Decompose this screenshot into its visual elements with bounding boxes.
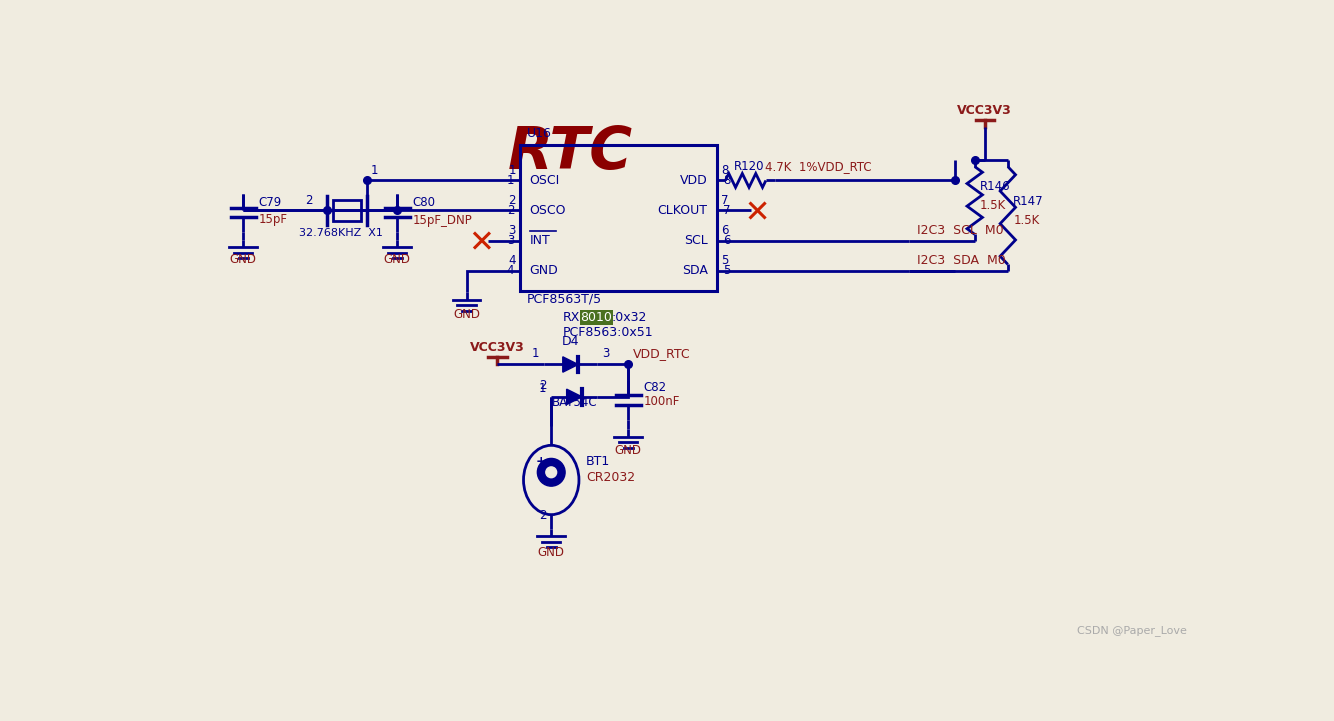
Text: 4: 4 — [508, 254, 516, 267]
Text: 7: 7 — [723, 204, 731, 217]
Text: 1.5K: 1.5K — [1014, 214, 1039, 227]
Text: 6: 6 — [723, 234, 731, 247]
Text: 1: 1 — [507, 174, 515, 187]
Text: 3: 3 — [508, 224, 516, 236]
Text: BAT54C: BAT54C — [551, 396, 598, 409]
Text: PCF8563:0x51: PCF8563:0x51 — [563, 326, 654, 339]
Text: :0x32: :0x32 — [611, 311, 647, 324]
Text: GND: GND — [384, 253, 411, 266]
Text: SCL: SCL — [684, 234, 707, 247]
Text: 8: 8 — [723, 174, 730, 187]
Polygon shape — [567, 389, 582, 404]
Bar — [334, 200, 362, 221]
Text: D4: D4 — [562, 335, 579, 348]
Text: INT: INT — [530, 234, 551, 247]
Text: 15pF: 15pF — [259, 213, 288, 226]
Polygon shape — [563, 357, 578, 372]
Text: BT1: BT1 — [586, 456, 610, 469]
Text: GND: GND — [615, 444, 642, 457]
Text: GND: GND — [530, 264, 559, 277]
Text: PCF8563T/5: PCF8563T/5 — [527, 292, 602, 305]
Text: I2C3  SDA  M0: I2C3 SDA M0 — [916, 255, 1006, 267]
Text: R147: R147 — [1014, 195, 1045, 208]
Text: 3: 3 — [602, 347, 610, 360]
Text: VDD: VDD — [680, 174, 707, 187]
Circle shape — [538, 459, 566, 486]
Text: SDA: SDA — [682, 264, 707, 277]
Bar — [520, 145, 716, 291]
Text: 15pF_DNP: 15pF_DNP — [412, 214, 472, 227]
Text: VDD_RTC: VDD_RTC — [632, 347, 691, 360]
Text: 5: 5 — [723, 264, 730, 277]
Text: R146: R146 — [980, 180, 1011, 193]
Text: 1: 1 — [371, 164, 378, 177]
Text: OSCO: OSCO — [530, 204, 566, 217]
Text: 4: 4 — [507, 264, 515, 277]
Text: CR2032: CR2032 — [586, 471, 635, 484]
Circle shape — [546, 467, 556, 478]
Text: I2C3  SCL  M0: I2C3 SCL M0 — [916, 224, 1003, 237]
Text: 2: 2 — [305, 194, 312, 207]
Text: 8: 8 — [722, 164, 728, 177]
Text: R120: R120 — [734, 160, 764, 173]
Text: C82: C82 — [643, 381, 667, 394]
Text: C80: C80 — [412, 196, 436, 209]
Text: C79: C79 — [259, 196, 281, 209]
Text: 1: 1 — [508, 164, 516, 177]
Text: 32.768KHZ  X1: 32.768KHZ X1 — [299, 229, 383, 238]
Text: 1: 1 — [539, 382, 547, 395]
Text: 1: 1 — [531, 347, 539, 360]
Text: RX: RX — [563, 311, 580, 324]
Text: 3: 3 — [507, 234, 515, 247]
Text: OSCI: OSCI — [530, 174, 560, 187]
Text: 100nF: 100nF — [643, 394, 680, 407]
Text: 6: 6 — [722, 224, 728, 236]
Text: U16: U16 — [527, 128, 551, 141]
Text: VCC3V3: VCC3V3 — [470, 341, 524, 354]
Text: CSDN @Paper_Love: CSDN @Paper_Love — [1077, 624, 1186, 635]
Text: 1.5K: 1.5K — [980, 199, 1006, 212]
Text: 2: 2 — [507, 204, 515, 217]
Text: 2: 2 — [508, 194, 516, 207]
Text: CLKOUT: CLKOUT — [658, 204, 707, 217]
Text: VCC3V3: VCC3V3 — [958, 104, 1013, 117]
Text: RTC: RTC — [508, 124, 634, 181]
Text: 7: 7 — [722, 194, 728, 207]
Text: 4.7K  1%VDD_RTC: 4.7K 1%VDD_RTC — [764, 160, 871, 173]
Text: 5: 5 — [722, 254, 728, 267]
Text: GND: GND — [229, 253, 256, 266]
Text: 2: 2 — [539, 379, 547, 392]
Text: GND: GND — [538, 547, 564, 559]
Text: +: + — [535, 455, 546, 468]
Text: GND: GND — [454, 309, 480, 322]
Text: 8010: 8010 — [580, 311, 612, 324]
Text: 2: 2 — [539, 509, 547, 522]
